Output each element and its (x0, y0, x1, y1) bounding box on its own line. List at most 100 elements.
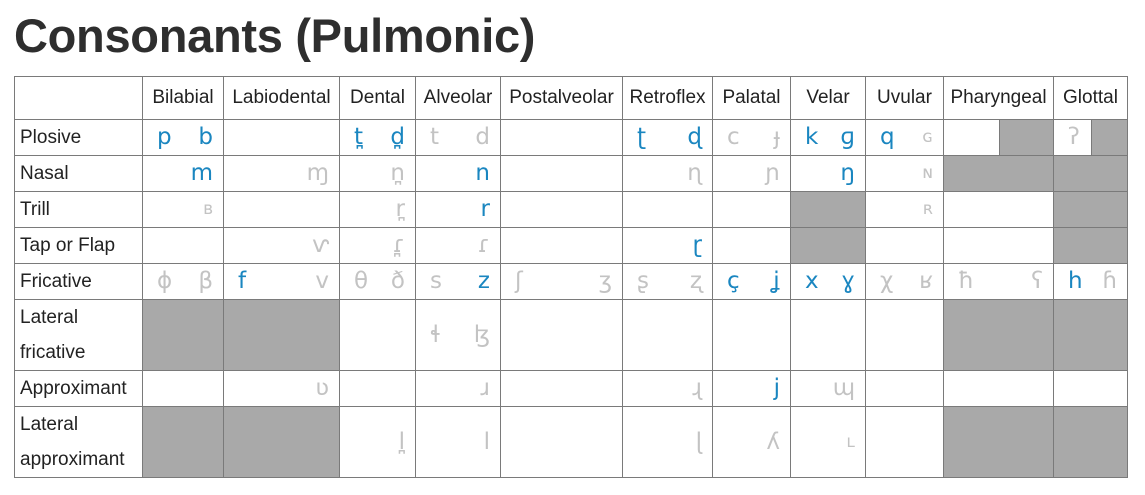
voiceless-symbol: p (157, 124, 172, 150)
consonant-cell: j (712, 370, 791, 407)
voiceless-symbol: t̪ (354, 124, 364, 150)
voiceless-symbol: q (880, 124, 895, 150)
consonant-cell (500, 406, 623, 478)
page-title: Consonants (Pulmonic) (14, 9, 536, 62)
voiceless-symbol: t (430, 124, 440, 150)
row-header: Tap or Flap (14, 227, 143, 264)
symbol-pair: l̪ (340, 430, 415, 454)
consonant-cell: ɭ (622, 406, 713, 478)
voiceless-symbol: h (1068, 268, 1083, 294)
column-header-postalveolar: Postalveolar (500, 76, 623, 120)
consonant-cell: ʀ (865, 191, 944, 228)
voiceless-symbol: ʂ (637, 268, 649, 294)
voiceless-symbol: χ (880, 268, 894, 294)
consonant-cell (223, 191, 340, 228)
consonant-cell: ɱ (223, 155, 340, 192)
consonant-cell: ʎ (712, 406, 791, 478)
impossible-cell (223, 406, 340, 478)
column-header-bilabial: Bilabial (142, 76, 224, 120)
consonant-cell (500, 370, 623, 407)
voiced-symbol: ɹ (480, 375, 490, 401)
impossible-cell (790, 227, 866, 264)
consonant-cell (865, 299, 944, 371)
voiced-symbol: ŋ (840, 160, 855, 186)
voiced-symbol: ɟ (773, 124, 780, 150)
consonant-cell: ɲ (712, 155, 791, 192)
voiced-symbol: ɖ (687, 124, 702, 150)
consonant-cell (865, 406, 944, 478)
consonant-cell (142, 370, 224, 407)
voiceless-symbol: ʔ (1068, 124, 1080, 150)
symbol-pair: ɻ (623, 377, 712, 400)
symbol-pair: t̪ d̪ (340, 126, 415, 149)
impossible-half (998, 120, 1053, 155)
consonant-cell (943, 370, 1054, 407)
consonant-cell: r̪ (339, 191, 416, 228)
consonant-table: Bilabial Labiodental Dental Alveolar Postalv… (14, 76, 1128, 478)
symbol-pair: n (416, 162, 500, 185)
column-header-dental: Dental (339, 76, 416, 120)
symbol-pair: l (416, 428, 500, 455)
impossible-cell (1053, 191, 1128, 228)
consonant-cell: ɹ (415, 370, 501, 407)
consonant-cell (712, 191, 791, 228)
impossible-cell (1053, 227, 1128, 264)
voiced-symbol: z (477, 268, 490, 294)
consonant-cell: l̪ (339, 406, 416, 478)
column-header-pharyngeal: Pharyngeal (943, 76, 1054, 120)
consonant-cell (500, 119, 623, 156)
voiced-symbol: ⱱ (312, 232, 329, 258)
voiced-symbol: ɰ (832, 375, 855, 401)
consonant-cell (500, 227, 623, 264)
consonant-cell (1053, 370, 1128, 407)
column-header-retroflex: Retroflex (622, 76, 713, 120)
voiced-symbol: ɮ (473, 321, 490, 348)
symbol-pair: j (713, 377, 790, 400)
symbol-pair: r̪ (340, 198, 415, 221)
symbol-pair: ʋ (224, 377, 339, 400)
column-header-glottal: Glottal (1053, 76, 1128, 120)
row-header: Lateral fricative (14, 299, 143, 371)
voiceless-symbol: k (805, 124, 819, 150)
consonant-cell: ʙ (142, 191, 224, 228)
consonant-cell: ʔ (1053, 119, 1128, 156)
voiced-symbol: v (315, 268, 329, 294)
voiced-symbol: ɾ̪ (392, 232, 405, 258)
voiced-symbol: ɴ (922, 163, 933, 183)
voiced-symbol: ʐ (689, 268, 702, 294)
consonant-cell (223, 119, 340, 156)
row-header: Plosive (14, 119, 143, 156)
consonant-cell: ɴ (865, 155, 944, 192)
consonant-cell: l (415, 406, 501, 478)
table-row: Fricative ɸ β f v θ ð s z ʃ ʒ ʂ ʐ ç ʝ x ɣ χ ʁ ħ ʕ h ɦ (14, 263, 1128, 300)
voiceless-symbol: s (430, 268, 442, 294)
voiceless-symbol: ɬ (430, 321, 442, 348)
impossible-cell (223, 299, 340, 371)
voiced-symbol: ð (390, 268, 405, 294)
symbol-pair: ɰ (791, 377, 865, 400)
voiced-symbol: ʋ (315, 375, 329, 401)
consonant-cell (712, 227, 791, 264)
impossible-cell (1053, 155, 1128, 192)
voiced-symbol: n̪ (390, 160, 405, 186)
header-row: Bilabial Labiodental Dental Alveolar Postalv… (14, 76, 1128, 120)
voiced-symbol: l (483, 428, 490, 455)
